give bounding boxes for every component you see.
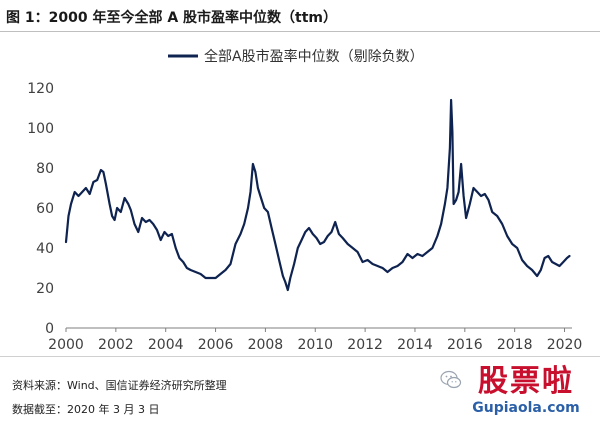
- y-tick-label: 60: [36, 201, 54, 217]
- wechat-icon: [440, 370, 462, 389]
- x-tick-label: 2018: [497, 337, 533, 353]
- y-tick-label: 80: [36, 161, 54, 177]
- x-tick-label: 2014: [397, 337, 433, 353]
- x-tick-label: 2006: [198, 337, 234, 353]
- figure-title-bar: 图 1：2000 年至今全部 A 股市盈率中位数（ttm）: [0, 0, 600, 32]
- y-tick-label: 0: [45, 321, 54, 337]
- x-tick-label: 2004: [148, 337, 184, 353]
- y-tick-label: 40: [36, 241, 54, 257]
- x-tick-label: 2020: [547, 337, 583, 353]
- x-tick-label: 2016: [447, 337, 483, 353]
- figure-title: 图 1：2000 年至今全部 A 股市盈率中位数（ttm）: [6, 10, 338, 26]
- series-line-pe-median: [64, 98, 571, 292]
- source-note: 资料来源：Wind、国信证券经济研究所整理: [12, 379, 227, 392]
- x-tick-label: 2008: [248, 337, 284, 353]
- watermark-logo: 股票啦: [478, 364, 574, 399]
- figure-footer: 资料来源：Wind、国信证券经济研究所整理 数据截至：2020 年 3 月 3 …: [0, 356, 600, 424]
- x-tick-label: 2000: [48, 337, 84, 353]
- watermark-url: Gupiaola.com: [472, 400, 580, 416]
- y-tick-label: 100: [27, 121, 54, 137]
- legend-label: 全部A股市盈率中位数（剔除负数）: [204, 48, 424, 65]
- x-tick-label: 2010: [297, 337, 333, 353]
- y-tick-label: 120: [27, 81, 54, 97]
- y-tick-label: 20: [36, 281, 54, 297]
- x-tick-label: 2002: [98, 337, 134, 353]
- watermark: 股票啦 Gupiaola.com: [460, 365, 592, 421]
- x-tick-label: 2012: [347, 337, 383, 353]
- line-chart: 0 20 40 60 80 100 120 2000 2002 2004 2006 2008 2010 2…: [27, 48, 583, 353]
- date-note: 数据截至：2020 年 3 月 3 日: [12, 403, 160, 416]
